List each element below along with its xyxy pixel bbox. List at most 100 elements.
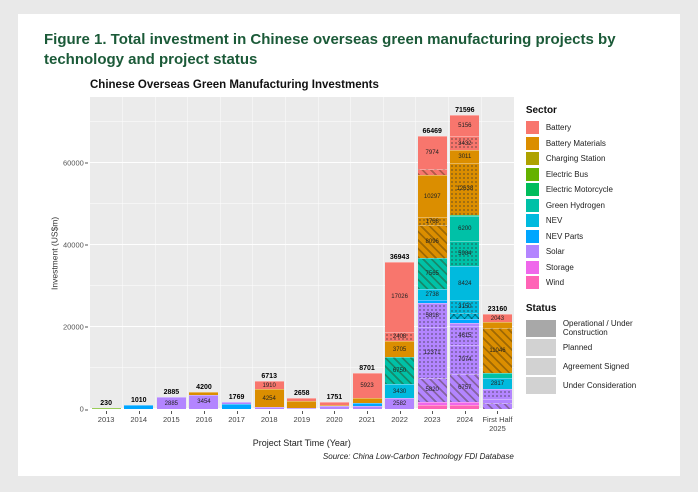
bar-total-label: 2885 xyxy=(163,389,180,397)
gridline-minor xyxy=(89,284,514,286)
bar-total-label: 23160 xyxy=(487,305,508,313)
bar-total-label: 4200 xyxy=(196,383,212,391)
bar-stack: 3454 xyxy=(189,391,219,409)
bar-segment xyxy=(352,402,382,406)
bar-stack xyxy=(287,398,317,409)
bar-segment xyxy=(482,402,512,409)
bar-total-label: 2658 xyxy=(294,390,310,398)
bar-segment xyxy=(254,406,284,409)
x-tick-label: 2019 xyxy=(285,411,318,433)
bar-total-label: 230 xyxy=(100,400,112,407)
sector-legend-item: Battery xyxy=(525,121,670,134)
segment-value-label: 2738 xyxy=(425,292,439,299)
sector-color-swatch xyxy=(525,167,539,181)
bar-segment: 4615 xyxy=(450,326,480,345)
bar-column: 230 xyxy=(89,97,123,409)
bar-segment: 7074 xyxy=(450,345,480,375)
segment-value-label: 12371 xyxy=(423,349,441,356)
sector-legend-label: Electric Motorcycle xyxy=(545,185,613,194)
segment-value-label: 3150 xyxy=(458,304,472,311)
bar-total-label: 8701 xyxy=(359,365,375,373)
status-legend-item: Under Consideration xyxy=(525,377,670,394)
y-tick-label: 20000 xyxy=(63,322,88,331)
status-legend-item: Operational / Under Construction xyxy=(525,319,670,337)
segment-value-label: 3011 xyxy=(458,154,472,161)
x-axis-tick-labels: 2013 2014 2015 2016 2017 2018 2019 2020 2021 2022… xyxy=(90,411,514,433)
chart-container: Chinese Overseas Green Manufacturing Inv… xyxy=(48,79,670,461)
bar-segment: 2885 xyxy=(156,397,186,409)
bar-column: 1769 xyxy=(219,97,253,409)
x-tick-label: 2018 xyxy=(253,411,286,433)
segment-value-label: 3454 xyxy=(197,399,211,406)
segment-value-label: 4254 xyxy=(262,395,276,402)
bar-column: 23160 2817 11046 2043 xyxy=(480,97,514,409)
bar-total-label: 6713 xyxy=(261,373,277,381)
segment-value-label: 7565 xyxy=(425,270,439,277)
bar-segment: 3150 xyxy=(450,300,480,314)
bar-segment xyxy=(450,318,480,323)
sector-legend-item: Storage xyxy=(525,260,670,274)
sector-legend-item: Electric Bus xyxy=(525,167,670,181)
sector-legend-item: Battery Materials xyxy=(525,136,670,150)
bar-segment: 6750 xyxy=(385,356,415,385)
segment-value-label: 5818 xyxy=(425,312,439,319)
bar-total-label: 1769 xyxy=(228,393,245,401)
sector-color-swatch xyxy=(525,245,539,258)
bar-segment: 3454 xyxy=(189,394,219,409)
bar-segment xyxy=(450,401,480,406)
sector-legend-label: Charging Station xyxy=(545,154,606,163)
gridline-minor xyxy=(89,120,514,122)
bar-segment: 3705 xyxy=(385,341,415,357)
bar-segment xyxy=(352,397,382,403)
bar-segment xyxy=(319,404,349,407)
sector-color-swatch xyxy=(525,214,539,227)
sector-legend-label: Wind xyxy=(545,278,565,287)
bar-stack xyxy=(124,404,154,409)
bar-segment xyxy=(352,405,382,409)
segment-value-label: 1910 xyxy=(262,382,276,389)
sector-legend-item: Wind xyxy=(525,276,670,289)
bar-segment: 1910 xyxy=(254,381,284,390)
bar-segment xyxy=(319,406,349,409)
gridline-minor xyxy=(89,202,514,204)
gridline-minor xyxy=(89,366,514,368)
segment-value-label: 7074 xyxy=(458,357,472,364)
bar-segment xyxy=(417,405,447,409)
sector-legend-label: Solar xyxy=(545,247,565,256)
segment-value-label: 6750 xyxy=(392,367,407,374)
x-tick-label: 2014 xyxy=(122,411,155,433)
segment-value-label: 2408 xyxy=(392,333,407,340)
x-tick-label: 2023 xyxy=(416,411,449,433)
status-pattern-swatch xyxy=(525,377,556,394)
sector-color-swatch xyxy=(525,136,539,150)
bar-segment: 3011 xyxy=(450,150,480,163)
bar-stack: 2817 11046 2043 xyxy=(482,313,512,409)
x-tick-label: 2013 xyxy=(90,411,123,433)
bar-segment xyxy=(222,403,252,409)
chart-body: Investment (US$m) 0 20000 40000 60000 230 10… xyxy=(48,97,670,461)
gridline-major xyxy=(89,161,514,163)
status-legend-label: Under Consideration xyxy=(562,381,637,390)
sector-color-swatch xyxy=(525,183,539,196)
status-pattern-swatch xyxy=(525,319,556,337)
bar-segment: 10297 xyxy=(417,175,447,218)
bar-stack: 6757 7074 4615 3150 8424 5984 6200 12638 3011 343… xyxy=(450,115,480,409)
sector-color-swatch xyxy=(525,152,539,165)
sector-color-swatch xyxy=(525,121,539,134)
status-legend-label: Planned xyxy=(562,343,593,352)
sector-legend-item: Green Hydrogen xyxy=(525,198,670,212)
bar-segment: 8424 xyxy=(450,265,480,301)
bar-segment xyxy=(482,322,512,328)
segment-value-label: 3705 xyxy=(392,346,407,353)
segment-value-label: 2582 xyxy=(392,401,407,408)
bar-segment: 2738 xyxy=(417,288,447,301)
bar-segment: 11046 xyxy=(482,327,512,374)
sector-legend-item: NEV Parts xyxy=(525,229,670,243)
status-legend-items: Operational / Under Construction Planned A… xyxy=(525,319,670,394)
bar-column: 36943 2582 3430 6750 3705 2408 17026 xyxy=(382,97,416,409)
bar-segment: 1768 xyxy=(417,217,447,225)
bar-segment: 17026 xyxy=(385,261,415,332)
bar-column: 2658 xyxy=(284,97,318,409)
sector-color-swatch xyxy=(525,198,539,212)
bar-segment: 2043 xyxy=(482,313,512,323)
